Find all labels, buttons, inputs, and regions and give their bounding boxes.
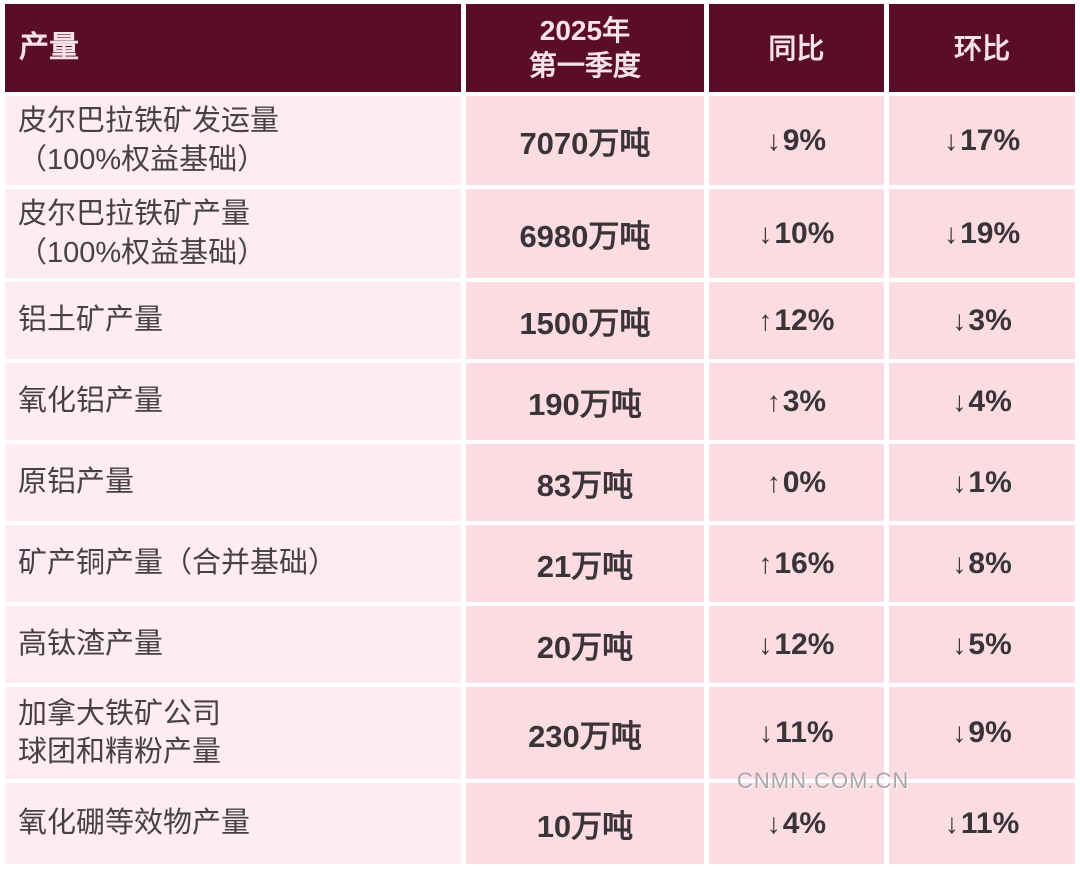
trend-arrow-icon: ↓	[952, 628, 967, 660]
quantity-cell: 6980万吨	[466, 189, 704, 278]
table-row: 原铝产量 83万吨 ↑0% ↓1%	[5, 444, 1075, 521]
trend-arrow-icon: ↑	[758, 304, 773, 336]
qoq-cell: ↓8%	[889, 525, 1075, 602]
qoq-percent: 17%	[960, 123, 1021, 157]
header-cell-yoy: 同比	[708, 4, 885, 92]
quantity-cell: 21万吨	[466, 525, 704, 602]
table-row: 高钛渣产量 20万吨 ↓12% ↓5%	[5, 606, 1075, 683]
trend-arrow-icon: ↓	[952, 547, 967, 579]
qoq-percent: 1%	[968, 465, 1012, 499]
yoy-cell: ↑3%	[708, 363, 885, 440]
qoq-cell: ↓1%	[889, 444, 1075, 521]
qoq-percent: 11%	[960, 806, 1020, 840]
quantity-cell: 190万吨	[466, 363, 704, 440]
yoy-cell: ↑0%	[708, 444, 885, 521]
trend-arrow-icon: ↑	[766, 385, 781, 417]
yoy-cell: ↓9%	[708, 96, 885, 185]
trend-arrow-icon: ↓	[952, 717, 967, 748]
product-name-cell: 加拿大铁矿公司 球团和精粉产量	[5, 687, 462, 779]
qoq-cell: ↓3%	[889, 282, 1075, 359]
table-row: 矿产铜产量（合并基础） 21万吨 ↑16% ↓8%	[5, 525, 1075, 602]
table-row: 皮尔巴拉铁矿产量 （100%权益基础） 6980万吨 ↓10% ↓19%	[5, 189, 1075, 278]
quantity-cell: 1500万吨	[466, 282, 704, 359]
yoy-percent: 11%	[775, 716, 834, 749]
yoy-percent: 3%	[782, 384, 827, 418]
yoy-percent: 4%	[782, 806, 827, 840]
qoq-cell: ↓11%	[889, 783, 1075, 864]
trend-arrow-icon: ↓	[766, 124, 781, 156]
trend-arrow-icon: ↓	[952, 385, 967, 417]
table-row: 皮尔巴拉铁矿发运量 （100%权益基础） 7070万吨 ↓9% ↓17%	[5, 96, 1075, 185]
trend-arrow-icon: ↓	[952, 304, 967, 336]
yoy-percent: 10%	[774, 216, 835, 250]
product-name-cell: 皮尔巴拉铁矿发运量 （100%权益基础）	[5, 96, 462, 185]
yoy-percent: 0%	[782, 465, 827, 499]
qoq-percent: 8%	[968, 546, 1012, 580]
quantity-cell: 20万吨	[466, 606, 704, 683]
product-name-cell: 矿产铜产量（合并基础）	[5, 525, 462, 602]
table-row: 氧化铝产量 190万吨 ↑3% ↓4%	[5, 363, 1075, 440]
trend-arrow-icon: ↓	[944, 217, 959, 249]
yoy-cell: ↓4%	[708, 783, 885, 864]
header-row: 产量 2025年 第一季度 同比 环比	[5, 4, 1075, 92]
header-cell-product: 产量	[5, 4, 462, 92]
product-name-cell: 氧化硼等效物产量	[5, 783, 462, 864]
trend-arrow-icon: ↑	[758, 547, 773, 579]
product-name-cell: 高钛渣产量	[5, 606, 462, 683]
quantity-cell: 83万吨	[466, 444, 704, 521]
trend-arrow-icon: ↓	[758, 628, 773, 660]
product-name-cell: 皮尔巴拉铁矿产量 （100%权益基础）	[5, 189, 462, 278]
product-name-cell: 氧化铝产量	[5, 363, 462, 440]
qoq-cell: ↓9%	[889, 687, 1075, 779]
qoq-percent: 3%	[968, 303, 1012, 337]
qoq-cell: ↓4%	[889, 363, 1075, 440]
quantity-cell: 7070万吨	[466, 96, 704, 185]
trend-arrow-icon: ↓	[759, 717, 774, 748]
qoq-percent: 5%	[968, 627, 1012, 661]
yoy-percent: 12%	[774, 303, 835, 337]
yoy-cell: ↑12%	[708, 282, 885, 359]
qoq-cell: ↓19%	[889, 189, 1075, 278]
yoy-percent: 9%	[782, 123, 827, 157]
yoy-cell: ↑16%	[708, 525, 885, 602]
table-row: 加拿大铁矿公司 球团和精粉产量 230万吨 ↓11% ↓9%	[5, 687, 1075, 779]
trend-arrow-icon: ↓	[952, 466, 967, 498]
table-row: 氧化硼等效物产量 10万吨 ↓4% ↓11%	[5, 783, 1075, 864]
yoy-percent: 12%	[774, 627, 835, 661]
trend-arrow-icon: ↓	[944, 124, 959, 156]
table-row: 铝土矿产量 1500万吨 ↑12% ↓3%	[5, 282, 1075, 359]
trend-arrow-icon: ↓	[766, 807, 781, 839]
qoq-cell: ↓5%	[889, 606, 1075, 683]
quantity-cell: 10万吨	[466, 783, 704, 864]
qoq-percent: 19%	[960, 216, 1021, 250]
header-cell-qoq: 环比	[889, 4, 1075, 92]
quantity-cell: 230万吨	[466, 687, 704, 779]
yoy-percent: 16%	[774, 546, 835, 580]
header-cell-q1-2025: 2025年 第一季度	[466, 4, 704, 92]
product-name-cell: 原铝产量	[5, 444, 462, 521]
trend-arrow-icon: ↑	[766, 466, 781, 498]
yoy-cell: ↓12%	[708, 606, 885, 683]
product-name-cell: 铝土矿产量	[5, 282, 462, 359]
trend-arrow-icon: ↓	[758, 217, 773, 249]
yoy-cell: ↓10%	[708, 189, 885, 278]
qoq-percent: 9%	[968, 716, 1012, 749]
qoq-cell: ↓17%	[889, 96, 1075, 185]
trend-arrow-icon: ↓	[944, 807, 959, 839]
qoq-percent: 4%	[968, 384, 1012, 418]
yoy-cell: ↓11%	[708, 687, 885, 779]
